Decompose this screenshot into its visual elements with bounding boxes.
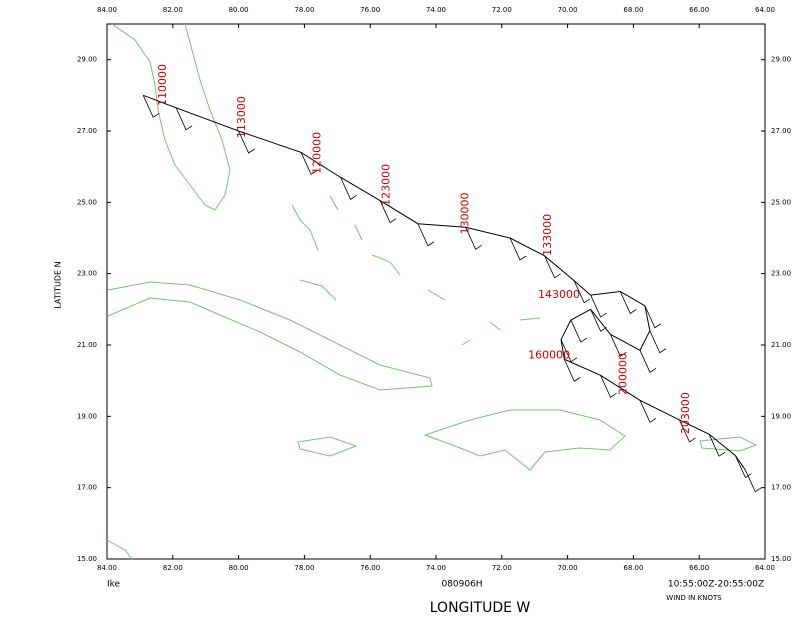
x-tick-label-top: 64.00 <box>755 6 775 14</box>
x-tick-label-bottom: 68.00 <box>623 564 643 572</box>
wind-barb <box>649 330 667 354</box>
time-label: 120000 <box>311 132 324 174</box>
time-label: 110000 <box>156 64 169 106</box>
wind-barb <box>509 237 527 261</box>
wind-barb <box>238 130 255 154</box>
time-label: 143000 <box>538 288 580 301</box>
time-label: 123000 <box>380 164 393 206</box>
x-tick-label-top: 70.00 <box>558 6 578 14</box>
time-label: 160000 <box>528 349 570 362</box>
time-range: 10:55:00Z-20:55:00Z <box>668 580 764 590</box>
x-tick-label-bottom: 82.00 <box>163 564 183 572</box>
x-tick-label-top: 80.00 <box>229 6 249 14</box>
x-tick-label-bottom: 76.00 <box>360 564 380 572</box>
wind-units-note: WIND IN KNOTS <box>666 594 722 602</box>
florida-coast <box>111 23 231 211</box>
hispaniola-coast <box>423 409 626 471</box>
wind-barb <box>679 419 696 443</box>
puerto-rico-coast <box>699 436 758 452</box>
wind-barb <box>379 200 397 224</box>
x-tick-label-top: 76.00 <box>360 6 380 14</box>
wind-barb <box>175 107 193 131</box>
jamaica-coast <box>297 436 358 457</box>
y-axis-label: LATITUDE N <box>54 261 63 308</box>
x-tick-label-bottom: 72.00 <box>492 564 512 572</box>
y-tick-label-left: 25.00 <box>77 198 97 206</box>
y-tick-label-right: 21.00 <box>771 341 791 349</box>
x-tick-label-bottom: 70.00 <box>558 564 578 572</box>
bahamas-coast <box>291 195 541 346</box>
wind-barb <box>644 305 662 329</box>
wind-barb <box>590 309 607 332</box>
wind-barb <box>544 255 561 279</box>
x-tick-label-bottom: 80.00 <box>229 564 249 572</box>
y-tick-label-left: 27.00 <box>77 127 97 135</box>
wind-barb <box>619 291 637 315</box>
x-tick-label-top: 82.00 <box>163 6 183 14</box>
coastlines <box>106 23 758 560</box>
time-label: 130000 <box>459 192 472 234</box>
x-tick-label-top: 74.00 <box>426 6 446 14</box>
wind-barb <box>590 294 607 318</box>
bottom-left-coast <box>106 539 133 560</box>
time-label: 133000 <box>541 214 554 256</box>
x-tick-label-bottom: 84.00 <box>97 564 117 572</box>
y-tick-label-right: 23.00 <box>771 270 791 278</box>
x-tick-label-bottom: 66.00 <box>689 564 709 572</box>
y-tick-label-right: 27.00 <box>771 127 791 135</box>
wind-barb <box>744 469 762 493</box>
x-tick-label-top: 66.00 <box>689 6 709 14</box>
y-tick-label-right: 15.00 <box>771 555 791 563</box>
x-tick-label-bottom: 64.00 <box>755 564 775 572</box>
wind-barb <box>465 227 482 250</box>
wind-barb <box>610 334 627 357</box>
y-tick-label-left: 29.00 <box>77 56 97 64</box>
x-tick-label-top: 68.00 <box>623 6 643 14</box>
cuba-coast <box>107 281 433 391</box>
flight-id: 080906H <box>441 580 482 590</box>
flight-track <box>143 94 746 471</box>
y-tick-label-right: 17.00 <box>771 484 791 492</box>
wind-barb <box>563 359 581 382</box>
x-axis-label: LONGITUDE W <box>430 600 531 616</box>
x-tick-label-top: 78.00 <box>294 6 314 14</box>
y-tick-label-left: 19.00 <box>77 412 97 420</box>
y-tick-label-left: 17.00 <box>77 484 97 492</box>
time-label: 200000 <box>617 353 630 395</box>
y-tick-label-left: 21.00 <box>77 341 97 349</box>
time-label: 203000 <box>679 392 692 434</box>
y-tick-label-right: 25.00 <box>771 198 791 206</box>
time-label: 113000 <box>235 96 248 138</box>
plot-frame <box>106 23 766 560</box>
wind-barb <box>639 350 657 373</box>
wind-barb <box>735 455 752 479</box>
y-tick-label-left: 23.00 <box>77 270 97 278</box>
x-tick-label-bottom: 74.00 <box>426 564 446 572</box>
x-tick-label-top: 84.00 <box>97 6 117 14</box>
wind-barb <box>573 280 591 304</box>
y-tick-label-right: 19.00 <box>771 412 791 420</box>
y-tick-label-left: 15.00 <box>77 555 97 563</box>
wind-barb <box>639 400 657 423</box>
wind-barb <box>600 375 617 398</box>
x-tick-label-top: 72.00 <box>492 6 512 14</box>
storm-name: Ike <box>107 580 121 590</box>
wind-barb <box>560 339 578 363</box>
wind-barb <box>340 177 357 200</box>
wind-barb <box>417 223 435 247</box>
x-tick-label-bottom: 78.00 <box>294 564 314 572</box>
wind-barb <box>300 152 318 175</box>
wind-barb <box>570 319 588 343</box>
wind-barb <box>708 434 726 457</box>
wind-barb <box>142 95 160 118</box>
y-tick-label-right: 29.00 <box>771 56 791 64</box>
